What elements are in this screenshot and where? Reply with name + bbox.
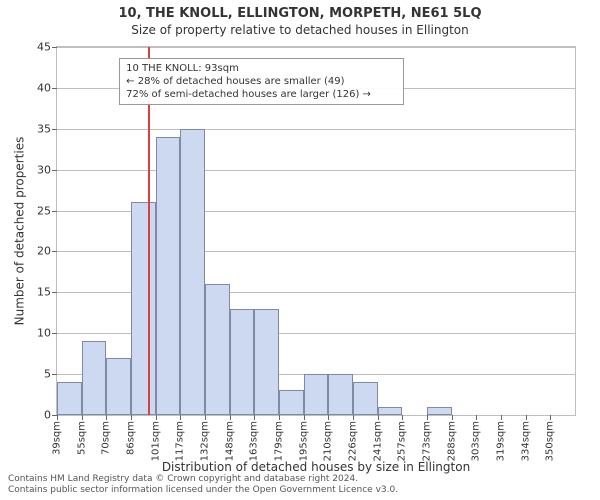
- footer-line: Contains HM Land Registry data © Crown c…: [8, 474, 592, 485]
- xtick-label: 195sqm: [298, 421, 309, 461]
- xtick-mark: [254, 415, 255, 420]
- xtick-label: 39sqm: [52, 421, 63, 455]
- gridline: [57, 129, 575, 130]
- ytick-mark: [52, 292, 57, 293]
- histogram-bar: [180, 129, 205, 415]
- histogram-bar: [106, 358, 131, 415]
- ytick-label: 15: [37, 286, 51, 299]
- xtick-mark: [230, 415, 231, 420]
- xtick-mark: [131, 415, 132, 420]
- xtick-mark: [57, 415, 58, 420]
- xtick-mark: [353, 415, 354, 420]
- xtick-label: 132sqm: [200, 421, 211, 461]
- xtick-label: 288sqm: [446, 421, 457, 461]
- ytick-label: 45: [37, 41, 51, 54]
- gridline: [57, 170, 575, 171]
- xtick-label: 241sqm: [372, 421, 383, 461]
- page-title: 10, THE KNOLL, ELLINGTON, MORPETH, NE61 …: [0, 0, 600, 21]
- histogram-bar: [328, 374, 353, 415]
- xtick-label: 257sqm: [397, 421, 408, 461]
- ytick-label: 25: [37, 204, 51, 217]
- ytick-label: 35: [37, 122, 51, 135]
- footer-attribution: Contains HM Land Registry data © Crown c…: [8, 474, 592, 497]
- ytick-mark: [52, 374, 57, 375]
- y-axis-label: Number of detached properties: [12, 46, 26, 416]
- page-subtitle: Size of property relative to detached ho…: [0, 21, 600, 37]
- xtick-label: 334sqm: [520, 421, 531, 461]
- xtick-label: 303sqm: [471, 421, 482, 461]
- footer-line: Contains public sector information licen…: [8, 485, 592, 496]
- histogram-bar: [131, 202, 156, 415]
- xtick-mark: [156, 415, 157, 420]
- xtick-mark: [106, 415, 107, 420]
- histogram-plot: 05101520253035404539sqm55sqm70sqm86sqm10…: [56, 46, 576, 416]
- ytick-mark: [52, 88, 57, 89]
- xtick-mark: [476, 415, 477, 420]
- ytick-label: 30: [37, 163, 51, 176]
- histogram-bar: [57, 382, 82, 415]
- xtick-label: 55sqm: [76, 421, 87, 455]
- histogram-bar: [254, 309, 279, 415]
- xtick-label: 273sqm: [422, 421, 433, 461]
- histogram-bar: [156, 137, 181, 415]
- histogram-bar: [205, 284, 230, 415]
- histogram-bar: [304, 374, 329, 415]
- histogram-bar: [230, 309, 255, 415]
- annotation-line: 72% of semi-detached houses are larger (…: [126, 88, 397, 101]
- xtick-mark: [328, 415, 329, 420]
- xtick-label: 350sqm: [545, 421, 556, 461]
- xtick-mark: [550, 415, 551, 420]
- histogram-bar: [427, 407, 452, 415]
- ytick-label: 20: [37, 245, 51, 258]
- xtick-mark: [501, 415, 502, 420]
- xtick-label: 148sqm: [224, 421, 235, 461]
- xtick-label: 70sqm: [101, 421, 112, 455]
- ytick-label: 40: [37, 81, 51, 94]
- ytick-mark: [52, 47, 57, 48]
- gridline: [57, 47, 575, 48]
- xtick-label: 101sqm: [150, 421, 161, 461]
- xtick-mark: [180, 415, 181, 420]
- ytick-mark: [52, 211, 57, 212]
- xtick-mark: [82, 415, 83, 420]
- annotation-line: 10 THE KNOLL: 93sqm: [126, 62, 397, 75]
- histogram-bar: [279, 390, 304, 415]
- xtick-label: 86sqm: [126, 421, 137, 455]
- annotation-line: ← 28% of detached houses are smaller (49…: [126, 75, 397, 88]
- xtick-mark: [427, 415, 428, 420]
- histogram-bar: [378, 407, 403, 415]
- xtick-label: 226sqm: [348, 421, 359, 461]
- xtick-label: 319sqm: [496, 421, 507, 461]
- ytick-label: 10: [37, 327, 51, 340]
- xtick-label: 163sqm: [249, 421, 260, 461]
- xtick-mark: [304, 415, 305, 420]
- histogram-bar: [353, 382, 378, 415]
- ytick-mark: [52, 333, 57, 334]
- xtick-mark: [378, 415, 379, 420]
- xtick-label: 210sqm: [323, 421, 334, 461]
- ytick-mark: [52, 170, 57, 171]
- xtick-mark: [526, 415, 527, 420]
- xtick-mark: [205, 415, 206, 420]
- xtick-mark: [402, 415, 403, 420]
- ytick-label: 0: [44, 409, 51, 422]
- xtick-label: 179sqm: [274, 421, 285, 461]
- xtick-mark: [452, 415, 453, 420]
- annotation-box: 10 THE KNOLL: 93sqm← 28% of detached hou…: [119, 58, 404, 105]
- xtick-label: 117sqm: [175, 421, 186, 461]
- x-axis-label: Distribution of detached houses by size …: [56, 460, 576, 474]
- xtick-mark: [279, 415, 280, 420]
- ytick-mark: [52, 129, 57, 130]
- ytick-label: 5: [44, 368, 51, 381]
- histogram-bar: [82, 341, 107, 415]
- ytick-mark: [52, 251, 57, 252]
